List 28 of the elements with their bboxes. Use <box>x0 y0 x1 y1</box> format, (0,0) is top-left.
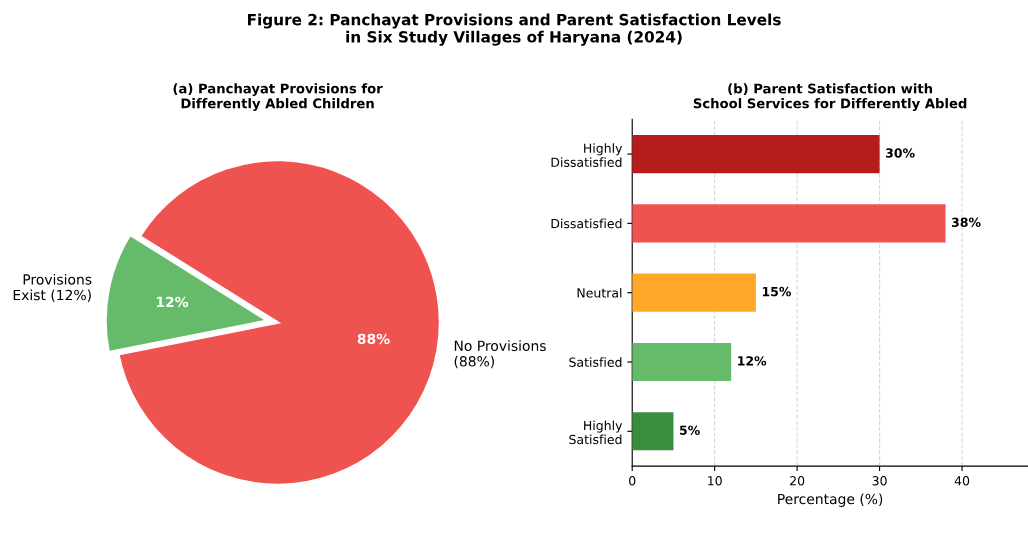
data-label: 30% <box>885 148 915 158</box>
y-tick-label: Dissatisfied <box>551 218 622 229</box>
chart-subtitle: (a) Panchayat Provisions for Differently Abled Children <box>173 83 383 111</box>
chart-subtitle: (b) Parent Satisfaction with School Services for Differently Abled <box>693 83 967 111</box>
bar <box>632 412 674 451</box>
bar <box>632 204 946 243</box>
y-tick-label: Neutral <box>577 287 622 298</box>
data-label: 12% <box>738 356 767 366</box>
x-tick-label: 40 <box>954 476 970 486</box>
slice-label: No Provisions (88%) <box>454 340 546 369</box>
x-tick-label: 30 <box>872 476 887 486</box>
data-label: 5% <box>679 425 700 435</box>
slice-label: Provisions Exist (12%) <box>13 273 92 302</box>
y-tick-label: Highly Dissatisfied <box>551 143 623 167</box>
data-label: 38% <box>951 217 981 227</box>
x-axis-title: Percentage (%) <box>778 493 883 507</box>
x-tick-label: 10 <box>708 476 722 486</box>
data-label: 12% <box>156 296 189 308</box>
bar <box>632 342 732 382</box>
y-tick-label: Satisfied <box>569 357 622 367</box>
y-tick-label: Highly Satisfied <box>569 420 623 445</box>
data-label: 88% <box>357 333 390 345</box>
x-tick-label: 20 <box>790 476 805 486</box>
bar <box>632 273 756 312</box>
x-tick-label: 0 <box>629 476 636 486</box>
chart-title: Figure 2: Panchayat Provisions and Parent Satisfaction Levels in Six Study Villages of Haryana (2024) <box>248 13 781 46</box>
bar <box>632 135 880 174</box>
data-label: 15% <box>762 286 791 297</box>
